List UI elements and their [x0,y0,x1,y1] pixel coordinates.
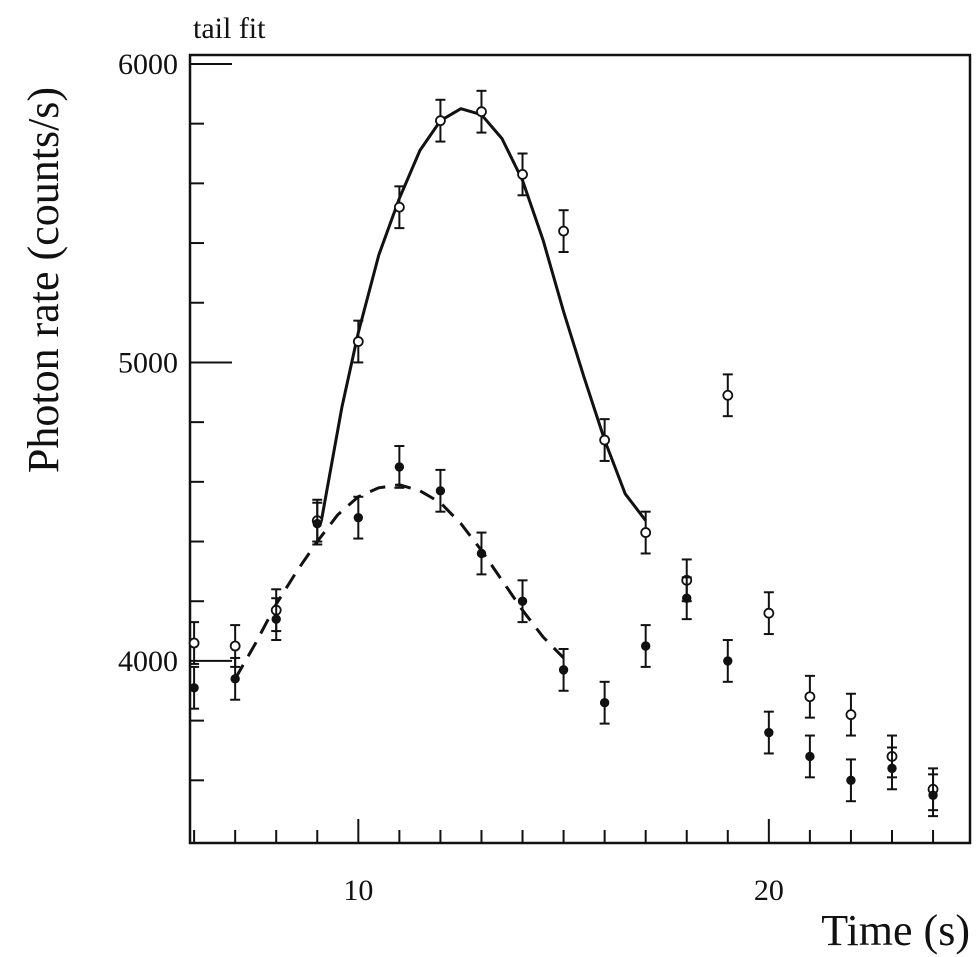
filled-data-point [764,727,774,738]
y-tick-label: 5000 [118,346,178,379]
open-data-point [352,336,364,347]
filled-data-point [189,683,199,693]
y-tick-label: 4000 [118,645,178,678]
open-data-point [722,389,734,401]
open-data-point [763,607,775,619]
y-axis-label: Photon rate (counts/s) [19,87,68,473]
chart-title: tail fit [193,12,266,45]
open-data-point [640,527,652,538]
open-data-point [599,434,611,446]
dashed-fit-curve [233,483,565,680]
axis-ticks [190,62,935,843]
filled-data-point [640,641,651,651]
y-tick-label: 6000 [118,48,178,81]
open-data-point [188,637,200,649]
plot-frame [188,53,972,845]
filled-data-point [353,512,364,523]
filled-data-point [558,665,569,675]
filled-data-point [476,548,487,559]
filled-data-point [312,518,322,529]
open-data-point [476,106,487,118]
filled-data-point [394,462,405,472]
data-points [188,89,939,818]
filled-data-point [435,486,446,496]
open-circle-series [188,89,939,812]
filled-data-point [928,790,938,800]
filled-data-point [271,614,281,624]
filled-data-point [805,751,815,762]
x-tick-label: 20 [754,874,784,907]
fit-curves [233,107,647,680]
filled-data-point [230,674,240,684]
solid-fit-curve [319,107,647,522]
filled-data-point [517,596,528,606]
open-data-point [804,691,816,703]
x-tick-label: 10 [343,874,373,907]
open-data-point [845,709,857,721]
open-data-point [393,201,405,213]
open-data-point [435,115,446,127]
filled-data-point [682,593,692,603]
open-data-point [517,168,528,180]
filled-data-point [846,775,856,786]
open-data-point [229,640,241,652]
filled-data-point [723,656,733,666]
filled-circle-series [189,445,939,818]
filled-data-point [599,698,610,708]
open-data-point [558,225,569,237]
x-axis-label: Time (s) [821,906,970,955]
tick-labels: 10 20 4000 5000 6000 [118,48,784,907]
filled-data-point [887,763,897,774]
